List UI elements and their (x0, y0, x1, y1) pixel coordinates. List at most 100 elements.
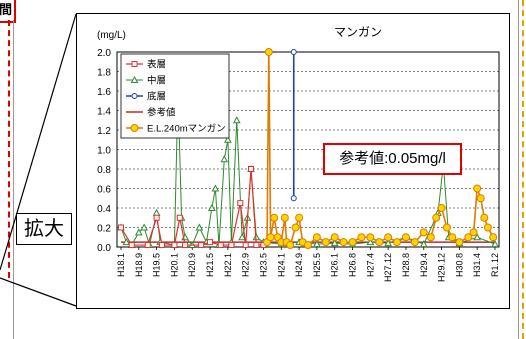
chart-svg: 2.0 1.8 1.6 1.4 1.2 1.0 0.8 0.6 0.4 0.2 0.0 (mg/L) マ… (97, 25, 500, 282)
data-point (442, 223, 451, 232)
data-point (448, 233, 457, 242)
data-point (128, 242, 135, 249)
data-point (158, 242, 165, 249)
legend-label: 底層 (147, 91, 166, 103)
data-point (295, 213, 304, 222)
dashed-border-left (8, 20, 10, 278)
data-point (432, 213, 441, 222)
y-tick-label: 1.2 (97, 126, 111, 137)
data-point (228, 242, 235, 249)
data-point (266, 233, 275, 242)
x-tick-label: H27.4 (365, 253, 375, 277)
x-tick-label: H21.5 (205, 253, 215, 277)
data-point (321, 238, 330, 247)
legend-label: E.L.240mマンガン (147, 124, 226, 135)
x-tick-label: H23.5 (258, 253, 268, 277)
x-tick-label: H18.9 (134, 253, 144, 277)
data-point (198, 242, 205, 249)
x-tick-label: H19.5 (152, 253, 162, 277)
data-point (220, 155, 229, 163)
legend-marker (130, 75, 139, 83)
data-point (473, 233, 482, 241)
x-tick-label: H28.8 (401, 253, 411, 277)
data-point (489, 233, 498, 242)
data-point (464, 233, 473, 242)
y-tick-label: 0.8 (97, 165, 111, 176)
data-point (384, 239, 392, 247)
dashed-border-right (522, 0, 524, 339)
y-tick-label: 1.0 (97, 146, 111, 157)
data-point (357, 233, 366, 242)
data-point (469, 228, 478, 237)
data-point (140, 223, 148, 231)
data-point (480, 213, 489, 222)
data-point (455, 238, 464, 247)
data-point (419, 240, 428, 248)
y-tick-label: 1.8 (97, 68, 111, 79)
data-point (118, 224, 124, 231)
data-point (291, 223, 300, 232)
data-point (182, 242, 189, 249)
data-point (330, 233, 339, 242)
divider-line-right (518, 0, 519, 339)
data-point (366, 238, 375, 246)
x-tick-label: H31.4 (472, 253, 482, 277)
data-point (217, 242, 224, 249)
data-point (473, 184, 482, 193)
data-point (313, 240, 321, 248)
data-point (426, 233, 435, 242)
legend-marker (130, 124, 139, 132)
x-tick-label: H20.1 (169, 253, 179, 277)
legend-marker (131, 61, 138, 67)
data-point (410, 238, 419, 247)
data-point (290, 195, 297, 202)
data-point (232, 116, 241, 124)
data-point (290, 49, 297, 55)
data-point (286, 241, 295, 250)
data-point (207, 203, 216, 211)
data-point (224, 135, 232, 143)
data-point (401, 233, 410, 242)
legend-marker (131, 93, 138, 99)
data-point (312, 233, 321, 242)
data-point (483, 223, 492, 232)
y-tick-label: 0.0 (97, 243, 111, 254)
x-tick-label: H25.5 (312, 253, 322, 277)
data-point (195, 223, 204, 231)
data-point (437, 204, 446, 212)
x-tick-label: H29.4 (419, 253, 429, 277)
x-tick-label: H18.1 (116, 253, 126, 277)
data-point (366, 233, 375, 242)
data-point (207, 239, 214, 246)
y-tick-label: 0.4 (97, 204, 111, 215)
data-point (304, 241, 312, 250)
y-tick-label: 1.6 (97, 87, 111, 98)
data-point (153, 214, 160, 221)
data-point (144, 242, 151, 249)
x-tick-label: H24.9 (294, 253, 304, 277)
y-tick-label: 1.4 (97, 107, 111, 118)
x-tick-label: H27.12 (383, 253, 393, 282)
data-point (330, 239, 339, 247)
data-point (339, 238, 348, 247)
data-point (491, 240, 499, 248)
data-point (280, 213, 289, 222)
reference-value-callout: 参考値:0.05mg/l (323, 143, 462, 175)
zoom-label: 拡大 (16, 213, 72, 245)
data-point (238, 233, 246, 241)
data-point (134, 228, 143, 236)
y-axis-label: (mg/L) (97, 30, 126, 41)
x-tick-label: H26.8 (348, 253, 358, 277)
x-tick-label: H24.1 (276, 253, 286, 277)
x-tick-label: R1.12 (490, 253, 500, 277)
data-point (237, 200, 244, 207)
y-tick-label: 0.6 (97, 185, 111, 196)
x-tick-label: H20.9 (187, 253, 197, 277)
legend-label: 参考値 (147, 107, 176, 119)
legend-label: 表層 (147, 59, 166, 71)
x-tick-label: H29.12 (437, 253, 447, 282)
x-tick-label: H26.1 (330, 253, 340, 277)
data-point (348, 238, 357, 247)
y-tick-label: 0.2 (97, 224, 111, 235)
